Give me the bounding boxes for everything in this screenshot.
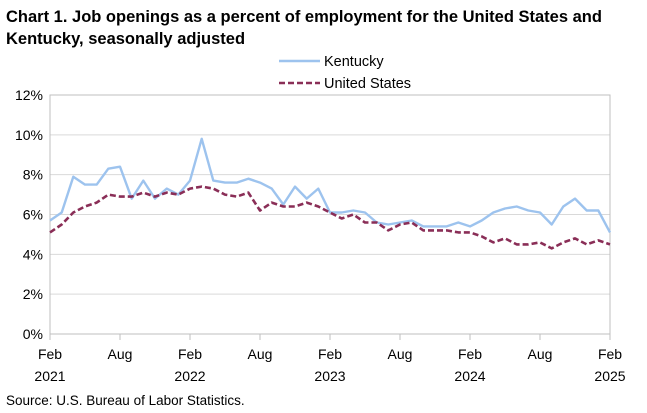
y-tick-label: 10% — [15, 127, 43, 143]
series-line-united-states — [49, 185, 611, 250]
source-note: Source: U.S. Bureau of Labor Statistics. — [6, 393, 245, 408]
chart-title: Chart 1. Job openings as a percent of em… — [6, 8, 602, 48]
x-tick-year-label: 2022 — [174, 368, 205, 384]
gridlines — [50, 134, 610, 295]
x-tick-label: Feb — [598, 346, 622, 362]
x-tick-label: Feb — [178, 346, 202, 362]
series-line-kentucky — [49, 137, 612, 233]
x-tick-label: Aug — [388, 346, 413, 362]
y-axis-ticks: 0% 2% 4% 6% 8% 10% 12% — [15, 87, 43, 342]
x-tick-label: Aug — [528, 346, 553, 362]
x-tick-label: Feb — [458, 346, 482, 362]
y-tick-label: 4% — [23, 246, 43, 262]
x-tick-year-label: 2025 — [594, 368, 625, 384]
y-tick-label: 6% — [23, 207, 43, 223]
y-tick-label: 2% — [23, 286, 43, 302]
x-axis-ticks: Feb 2021 Aug Feb 2022 Aug Feb 2023 Aug Feb 2024 Aug… — [34, 334, 626, 384]
legend: Kentucky United States — [279, 54, 411, 92]
y-tick-label: 0% — [23, 326, 43, 342]
x-tick-year-label: 2023 — [314, 368, 345, 384]
x-tick-label: Aug — [248, 346, 273, 362]
plot-frame — [49, 94, 611, 335]
y-tick-label: 12% — [15, 87, 43, 103]
y-tick-label: 8% — [23, 167, 43, 183]
x-tick-label: Aug — [108, 346, 133, 362]
x-tick-year-label: 2021 — [34, 368, 65, 384]
legend-label-kentucky: Kentucky — [324, 54, 384, 70]
legend-label-united-states: United States — [324, 76, 411, 92]
x-tick-label: Feb — [38, 346, 62, 362]
series-lines — [49, 137, 612, 250]
x-tick-label: Feb — [318, 346, 342, 362]
x-tick-year-label: 2024 — [454, 368, 485, 384]
